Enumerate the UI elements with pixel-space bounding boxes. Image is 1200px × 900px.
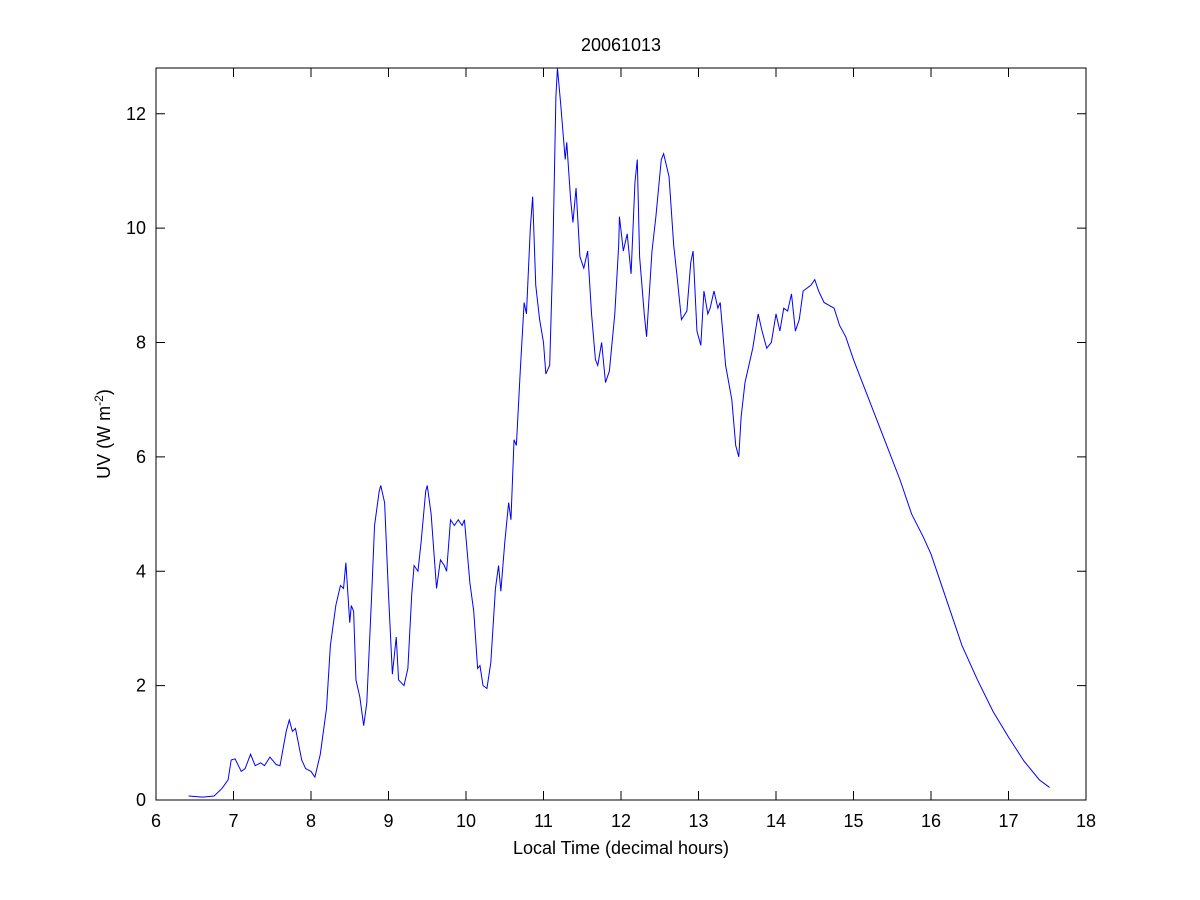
- x-tick-label: 8: [306, 811, 316, 831]
- x-tick-label: 17: [998, 811, 1018, 831]
- chart-title: 20061013: [581, 35, 661, 55]
- y-tick-label: 0: [136, 790, 146, 810]
- x-tick-label: 13: [688, 811, 708, 831]
- y-tick-label: 8: [136, 333, 146, 353]
- x-axis-label: Local Time (decimal hours): [513, 838, 729, 858]
- y-label-suffix: ): [94, 389, 114, 395]
- x-tick-label: 15: [843, 811, 863, 831]
- y-tick-label: 2: [136, 676, 146, 696]
- x-tick-label: 7: [228, 811, 238, 831]
- axes-box: [155, 67, 1087, 801]
- y-tick-label: 4: [136, 561, 146, 581]
- x-tick-label: 14: [766, 811, 786, 831]
- data-line: [188, 67, 1050, 798]
- x-tick-label: 12: [611, 811, 631, 831]
- x-tick-label: 11: [534, 811, 553, 831]
- y-tick-label: 10: [126, 218, 146, 238]
- y-tick-label: 12: [126, 104, 146, 124]
- x-tick-label: 18: [1076, 811, 1096, 831]
- x-tick-label: 10: [456, 811, 476, 831]
- x-tick-label: 6: [151, 811, 161, 831]
- x-tick-label: 9: [383, 811, 393, 831]
- y-label-text: UV (W m: [94, 406, 114, 479]
- y-label-sup: -2: [92, 395, 106, 406]
- x-tick-label: 16: [921, 811, 941, 831]
- y-tick-label: 6: [136, 447, 146, 467]
- y-axis-label: UV (W m-2): [92, 389, 114, 479]
